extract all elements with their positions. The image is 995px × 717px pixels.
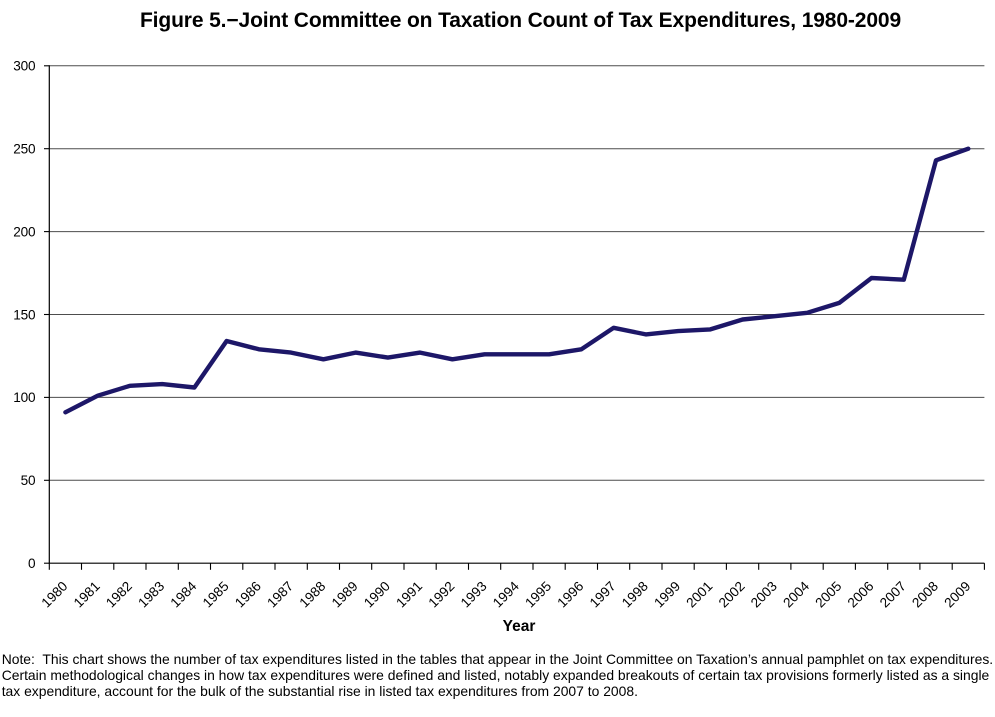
svg-text:2002: 2002 <box>716 579 748 611</box>
svg-text:2007: 2007 <box>877 579 909 611</box>
svg-text:1984: 1984 <box>168 578 200 610</box>
svg-text:1992: 1992 <box>426 579 458 611</box>
svg-text:2005: 2005 <box>812 579 844 611</box>
svg-text:1982: 1982 <box>103 579 135 611</box>
svg-text:1998: 1998 <box>619 579 651 611</box>
svg-text:1983: 1983 <box>135 579 167 611</box>
svg-text:1980: 1980 <box>39 578 71 610</box>
svg-text:Year: Year <box>503 618 536 635</box>
svg-text:300: 300 <box>13 59 36 74</box>
svg-text:200: 200 <box>13 224 36 239</box>
svg-text:1986: 1986 <box>232 579 264 611</box>
svg-text:2008: 2008 <box>909 579 941 611</box>
svg-text:100: 100 <box>13 390 36 405</box>
svg-text:1996: 1996 <box>554 579 586 611</box>
svg-text:150: 150 <box>13 307 36 322</box>
svg-text:1990: 1990 <box>361 578 393 610</box>
svg-text:1985: 1985 <box>200 579 232 611</box>
svg-text:2004: 2004 <box>780 578 812 610</box>
svg-text:1987: 1987 <box>264 579 296 611</box>
svg-text:1991: 1991 <box>393 579 425 611</box>
svg-text:0: 0 <box>28 556 36 571</box>
svg-text:2001: 2001 <box>683 579 715 611</box>
svg-text:1988: 1988 <box>297 579 329 611</box>
svg-text:2009: 2009 <box>941 579 973 611</box>
svg-text:1989: 1989 <box>329 579 361 611</box>
svg-text:250: 250 <box>13 142 36 157</box>
svg-text:1993: 1993 <box>458 579 490 611</box>
svg-text:2006: 2006 <box>845 579 877 611</box>
svg-text:1999: 1999 <box>651 579 683 611</box>
svg-text:50: 50 <box>21 473 36 488</box>
svg-text:1994: 1994 <box>490 578 522 610</box>
svg-text:2003: 2003 <box>748 579 780 611</box>
svg-text:1981: 1981 <box>71 579 103 611</box>
svg-text:1997: 1997 <box>587 579 619 611</box>
svg-text:1995: 1995 <box>522 579 554 611</box>
